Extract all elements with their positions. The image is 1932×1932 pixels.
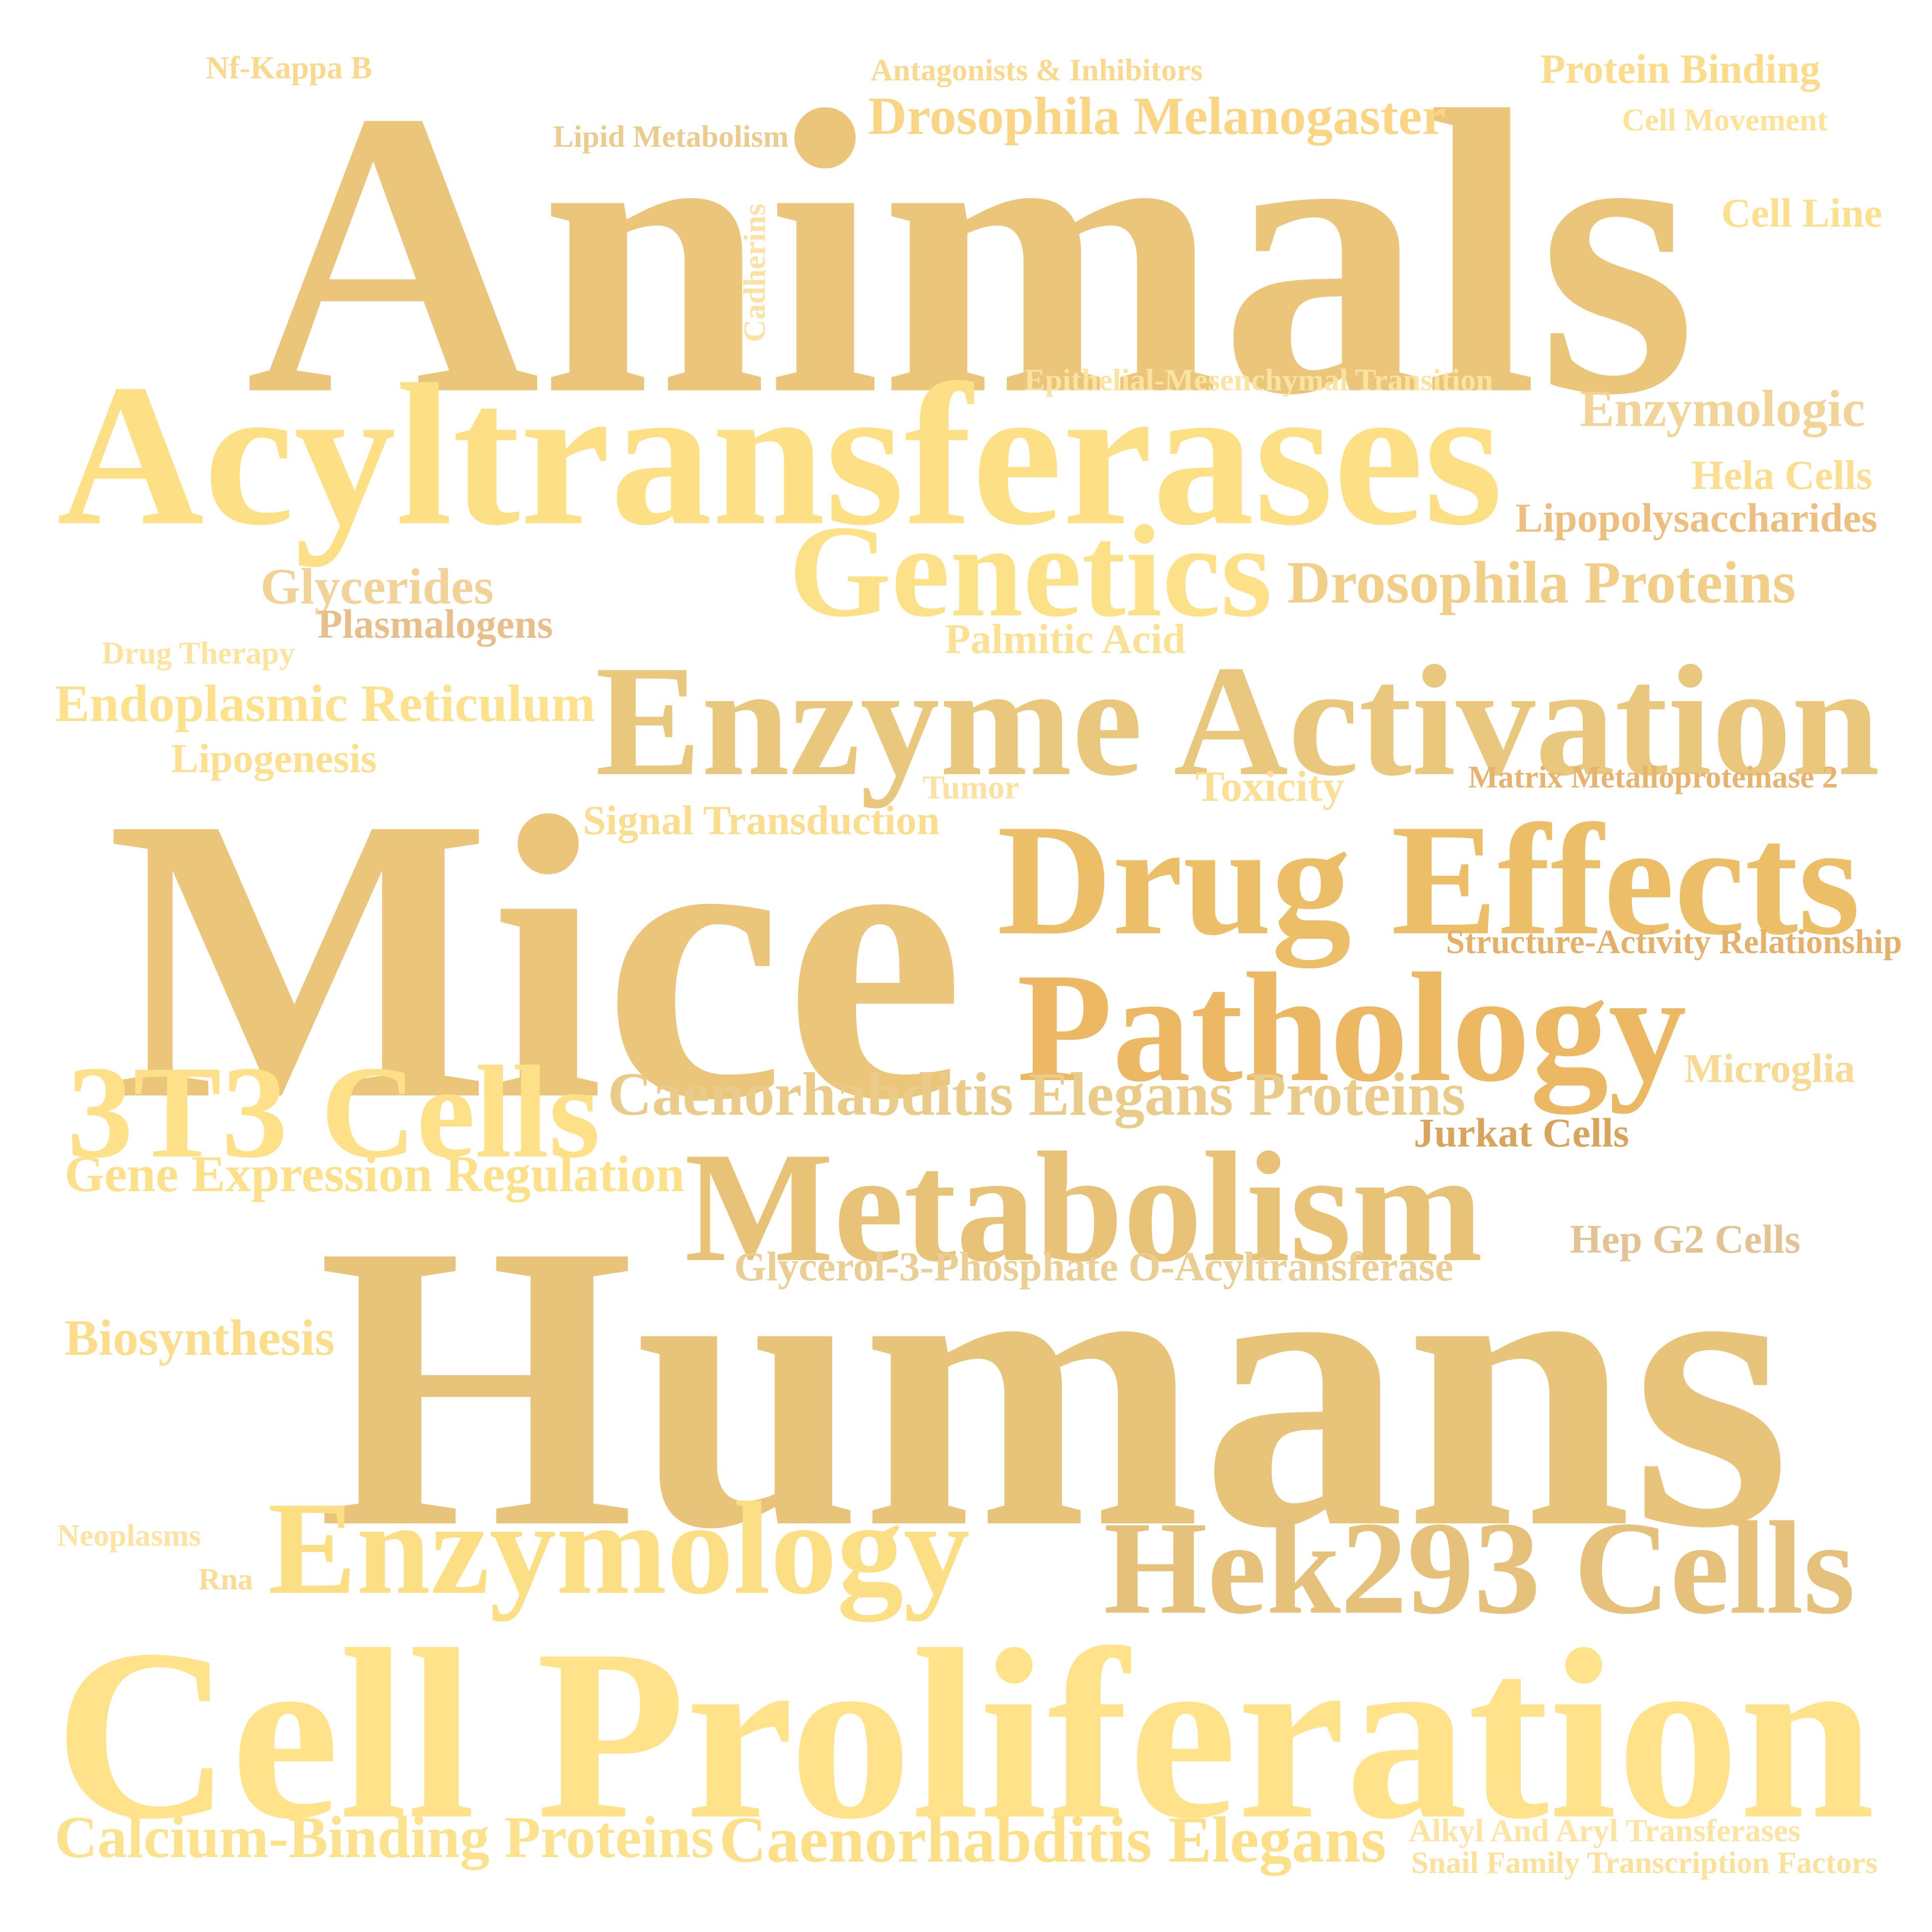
word-enzymology[interactable]: Enzymology xyxy=(268,1474,970,1622)
word-cell-line[interactable]: Cell Line xyxy=(1721,190,1882,236)
word-acyltransferases[interactable]: Acyltransferases xyxy=(57,342,1503,568)
word-endoplasmic-reticulum[interactable]: Endoplasmic Reticulum xyxy=(55,674,596,733)
word-calcium-binding-proteins[interactable]: Calcium-Binding Proteins xyxy=(55,1804,714,1871)
word-lipogenesis[interactable]: Lipogenesis xyxy=(171,735,377,782)
word-glycerides[interactable]: Glycerides xyxy=(260,558,494,615)
word-plasmalogens[interactable]: Plasmalogens xyxy=(317,602,553,647)
word-structure-activity-relationship[interactable]: Structure-Activity Relationship xyxy=(1446,922,1902,961)
word-pathology[interactable]: Pathology xyxy=(1017,941,1687,1114)
word-alkyl-and-aryl-transferases[interactable]: Alkyl And Aryl Transferases xyxy=(1409,1812,1801,1849)
word-gene-expression-regulation[interactable]: Gene Expression Regulation xyxy=(64,1146,685,1203)
word-hep-g2-cells[interactable]: Hep G2 Cells xyxy=(1570,1216,1801,1262)
word-drug-therapy[interactable]: Drug Therapy xyxy=(102,635,295,670)
word-animals[interactable]: Animals xyxy=(246,27,1697,479)
word-antagonists-inhibitors[interactable]: Antagonists & Inhibitors xyxy=(871,52,1203,87)
word-humans[interactable]: Humans xyxy=(317,1160,1791,1612)
word-glycerol-3-phosphate-o-acyltransferase[interactable]: Glycerol-3-Phosphate O-Acyltransferase xyxy=(734,1244,1453,1290)
word-signal-transduction[interactable]: Signal Transduction xyxy=(583,797,940,844)
word-hela-cells[interactable]: Hela Cells xyxy=(1691,453,1872,499)
word-microglia[interactable]: Microglia xyxy=(1684,1045,1855,1091)
word-palmitic-acid[interactable]: Palmitic Acid xyxy=(945,616,1185,663)
word-metabolism[interactable]: Metabolism xyxy=(685,1119,1483,1294)
word-nf-kappa-b[interactable]: Nf-Kappa B xyxy=(206,50,373,85)
word-jurkat-cells[interactable]: Jurkat Cells xyxy=(1414,1110,1629,1156)
word-neoplasms[interactable]: Neoplasms xyxy=(57,1517,201,1553)
word-lipid-metabolism[interactable]: Lipid Metabolism xyxy=(553,120,789,154)
word-toxicity[interactable]: Toxicity xyxy=(1195,762,1345,811)
word-biosynthesis[interactable]: Biosynthesis xyxy=(64,1309,335,1366)
word-drosophila-melanogaster[interactable]: Drosophila Melanogaster xyxy=(868,87,1446,146)
word-cadherins[interactable]: Cadherins xyxy=(737,203,772,342)
word-matrix-metalloproteinase-2[interactable]: Matrix Metalloproteinase 2 xyxy=(1468,759,1838,794)
word-protein-binding[interactable]: Protein Binding xyxy=(1540,46,1820,92)
word-snail-family-transcription-factors[interactable]: Snail Family Transcription Factors xyxy=(1411,1845,1878,1880)
word-drosophila-proteins[interactable]: Drosophila Proteins xyxy=(1287,549,1796,616)
word-genetics[interactable]: Genetics xyxy=(789,497,1272,644)
word-3t3-cells[interactable]: 3T3 Cells xyxy=(67,1038,600,1185)
word-tumor[interactable]: Tumor xyxy=(923,769,1019,806)
word-enzyme-activation[interactable]: Enzyme Activation xyxy=(595,633,1880,809)
word-cell-proliferation[interactable]: Cell Proliferation xyxy=(55,1598,1875,1870)
word-caenorhabditis-elegans[interactable]: Caenorhabditis Elegans xyxy=(719,1803,1386,1876)
word-rna[interactable]: Rna xyxy=(198,1563,253,1597)
word-mice[interactable]: Mice xyxy=(107,733,965,1184)
word-caenorhabditis-elegans-proteins[interactable]: Caenorhabditis Elegans Proteins xyxy=(608,1060,1466,1129)
word-enzymologic[interactable]: Enzymologic xyxy=(1580,379,1865,437)
word-hek293-cells[interactable]: Hek293 Cells xyxy=(1104,1494,1856,1642)
word-cell-movement[interactable]: Cell Movement xyxy=(1622,102,1828,137)
word-lipopolysaccharides[interactable]: Lipopolysaccharides xyxy=(1515,495,1877,541)
word-epithelial-mesenchymal-transition[interactable]: Epithelial-Mesenchymal Transition xyxy=(1024,362,1494,397)
word-drug-effects[interactable]: Drug Effects xyxy=(997,791,1861,968)
